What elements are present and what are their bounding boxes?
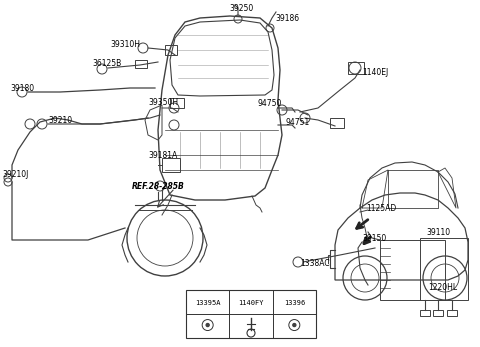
Text: 1140FY: 1140FY [238, 300, 264, 306]
Text: 1220HL: 1220HL [428, 283, 457, 293]
Circle shape [206, 323, 209, 327]
Bar [433, 310, 443, 316]
Bar [447, 310, 457, 316]
Text: 36125B: 36125B [92, 59, 121, 68]
Text: 39181A: 39181A [148, 151, 177, 160]
Text: 13396: 13396 [284, 300, 305, 306]
Text: 39210J: 39210J [2, 169, 28, 178]
Text: 13395A: 13395A [195, 300, 220, 306]
Text: 39110: 39110 [426, 228, 450, 237]
Bar [135, 60, 147, 68]
Bar [420, 238, 468, 300]
Circle shape [293, 323, 296, 327]
Text: 1338AC: 1338AC [300, 259, 330, 268]
Text: REF.28-285B: REF.28-285B [132, 181, 185, 191]
Text: 94751: 94751 [285, 118, 309, 127]
Text: 1140EJ: 1140EJ [362, 68, 388, 76]
Text: 94750: 94750 [258, 99, 282, 108]
Text: 39250: 39250 [230, 3, 254, 12]
Bar [330, 118, 344, 128]
Text: 39210: 39210 [48, 116, 72, 125]
Text: 39150: 39150 [362, 234, 386, 243]
Text: 39350H: 39350H [148, 98, 178, 107]
Text: 1125AD: 1125AD [366, 203, 396, 212]
Bar [165, 45, 177, 55]
Bar [170, 98, 184, 108]
Bar [420, 310, 430, 316]
Bar [348, 62, 364, 74]
Text: 39180: 39180 [10, 84, 34, 93]
Bar [162, 158, 180, 172]
Text: 39186: 39186 [275, 14, 299, 23]
Text: 39310H: 39310H [110, 40, 140, 49]
Bar [186, 290, 316, 338]
Bar [380, 240, 445, 300]
